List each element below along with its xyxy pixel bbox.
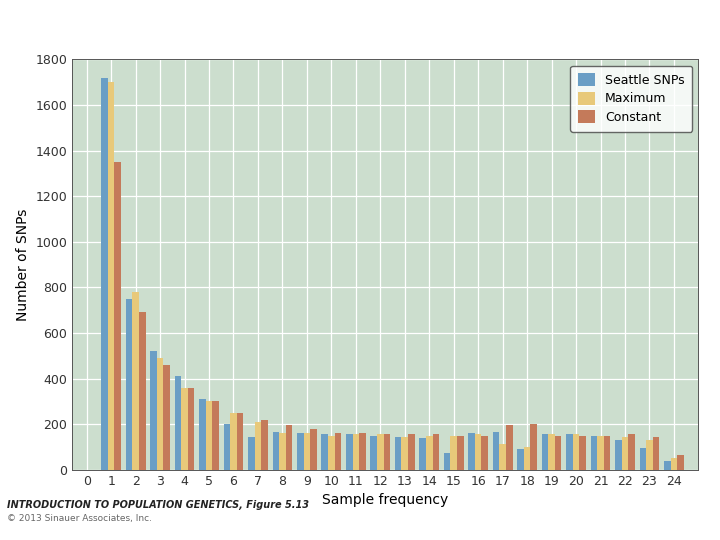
Bar bbox=[175, 376, 181, 470]
Bar bbox=[139, 313, 145, 470]
Bar bbox=[279, 433, 286, 470]
X-axis label: Sample frequency: Sample frequency bbox=[322, 493, 449, 507]
Bar bbox=[653, 437, 660, 470]
Bar bbox=[370, 436, 377, 470]
Bar bbox=[433, 435, 439, 470]
Bar bbox=[670, 458, 678, 470]
Bar bbox=[163, 365, 170, 470]
Bar bbox=[359, 433, 366, 470]
Bar bbox=[408, 435, 415, 470]
Bar bbox=[597, 436, 604, 470]
Bar bbox=[524, 447, 531, 470]
Bar bbox=[328, 436, 335, 470]
Bar bbox=[237, 413, 243, 470]
Bar bbox=[212, 401, 219, 470]
Bar bbox=[377, 435, 384, 470]
Text: © 2013 Sinauer Associates, Inc.: © 2013 Sinauer Associates, Inc. bbox=[7, 514, 152, 523]
Bar bbox=[621, 437, 629, 470]
Bar bbox=[492, 432, 500, 470]
Bar bbox=[664, 461, 670, 470]
Bar bbox=[188, 388, 194, 470]
Bar bbox=[468, 433, 475, 470]
Bar bbox=[150, 351, 157, 470]
Bar bbox=[304, 433, 310, 470]
Bar bbox=[500, 443, 506, 470]
Bar bbox=[206, 401, 212, 470]
Bar bbox=[102, 78, 108, 470]
Text: Figure 5.13  The site frequency spectrum (SFS) for a sample of African Americans: Figure 5.13 The site frequency spectrum … bbox=[9, 12, 650, 25]
Bar bbox=[566, 435, 572, 470]
Bar bbox=[126, 299, 132, 470]
Bar bbox=[297, 433, 304, 470]
Bar bbox=[482, 436, 488, 470]
Y-axis label: Number of SNPs: Number of SNPs bbox=[16, 208, 30, 321]
Bar bbox=[444, 453, 451, 470]
Bar bbox=[555, 436, 562, 470]
Bar bbox=[273, 432, 279, 470]
Text: INTRODUCTION TO POPULATION GENETICS, Figure 5.13: INTRODUCTION TO POPULATION GENETICS, Fig… bbox=[7, 500, 309, 510]
Bar bbox=[615, 440, 621, 470]
Bar bbox=[384, 435, 390, 470]
Bar bbox=[517, 449, 524, 470]
Bar bbox=[335, 433, 341, 470]
Bar bbox=[224, 424, 230, 470]
Bar bbox=[426, 436, 433, 470]
Bar bbox=[114, 162, 121, 470]
Bar bbox=[590, 436, 597, 470]
Bar bbox=[230, 413, 237, 470]
Bar bbox=[419, 438, 426, 470]
Bar bbox=[286, 426, 292, 470]
Bar bbox=[549, 435, 555, 470]
Bar bbox=[451, 436, 457, 470]
Bar bbox=[506, 426, 513, 470]
Bar bbox=[457, 436, 464, 470]
Bar bbox=[541, 435, 549, 470]
Bar bbox=[475, 435, 482, 470]
Bar bbox=[353, 435, 359, 470]
Bar bbox=[157, 358, 163, 470]
Bar bbox=[629, 435, 635, 470]
Bar bbox=[604, 436, 611, 470]
Bar bbox=[646, 440, 653, 470]
Bar bbox=[132, 292, 139, 470]
Bar bbox=[639, 448, 646, 470]
Bar bbox=[255, 422, 261, 470]
Bar bbox=[310, 429, 317, 470]
Bar bbox=[181, 388, 188, 470]
Bar bbox=[678, 455, 684, 470]
Bar bbox=[199, 399, 206, 470]
Bar bbox=[395, 437, 402, 470]
Bar bbox=[531, 424, 537, 470]
Bar bbox=[261, 420, 268, 470]
Bar bbox=[108, 82, 114, 470]
Bar bbox=[572, 435, 580, 470]
Legend: Seattle SNPs, Maximum, Constant: Seattle SNPs, Maximum, Constant bbox=[570, 66, 692, 132]
Bar bbox=[248, 437, 255, 470]
Bar bbox=[321, 435, 328, 470]
Bar bbox=[580, 436, 586, 470]
Bar bbox=[402, 437, 408, 470]
Bar bbox=[346, 435, 353, 470]
